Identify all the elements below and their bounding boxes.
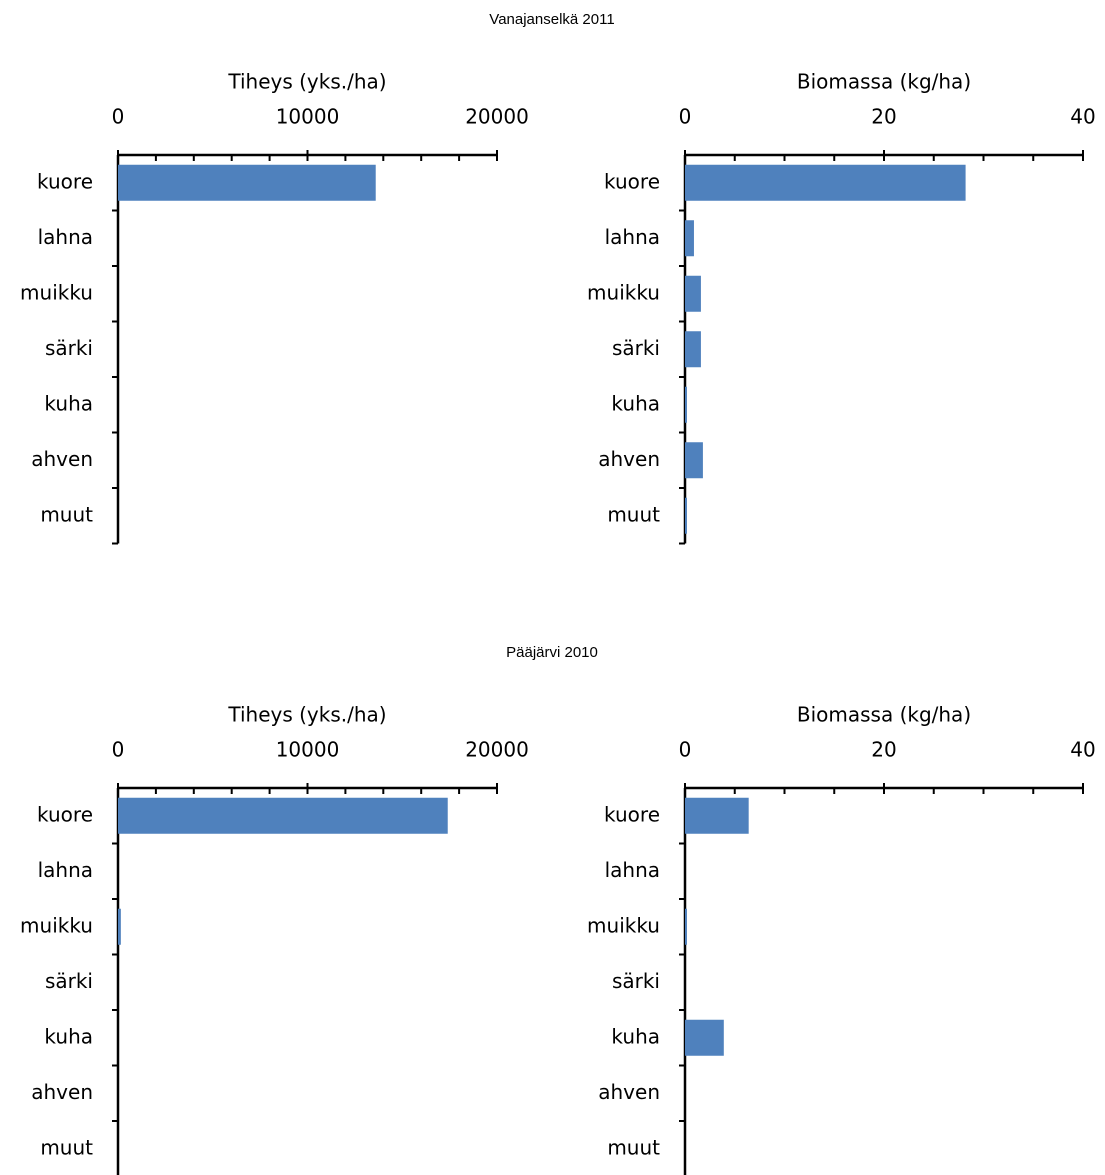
y-tick-label: muut <box>40 1135 93 1159</box>
y-tick-label: muut <box>607 1135 660 1159</box>
x-tick-label: 20 <box>871 105 896 129</box>
x-tick-label: 0 <box>679 738 692 762</box>
x-tick-label: 0 <box>112 738 125 762</box>
y-tick-label: lahna <box>605 225 660 249</box>
section-title: Vanajanselkä 2011 <box>489 11 614 28</box>
y-tick-label: muikku <box>20 913 93 937</box>
section-title: Pääjärvi 2010 <box>506 644 598 661</box>
y-tick-label: muut <box>40 502 93 526</box>
x-tick-label: 10000 <box>276 105 340 129</box>
bar <box>685 164 966 201</box>
y-tick-label: kuha <box>44 391 93 415</box>
y-tick-label: lahna <box>605 858 660 882</box>
y-tick-label: muikku <box>20 280 93 304</box>
y-tick-label: muut <box>607 502 660 526</box>
bar <box>685 386 687 423</box>
x-axis-label: Tiheys (yks./ha) <box>227 70 386 94</box>
y-tick-label: kuore <box>604 169 660 193</box>
x-tick-label: 20 <box>871 738 896 762</box>
bar <box>685 442 703 479</box>
x-tick-label: 40 <box>1070 105 1095 129</box>
y-tick-label: särki <box>45 336 93 360</box>
bar <box>685 1019 724 1056</box>
x-tick-label: 20000 <box>465 105 529 129</box>
y-tick-label: kuha <box>611 391 660 415</box>
bar <box>685 275 701 312</box>
y-tick-label: lahna <box>38 858 93 882</box>
y-tick-label: kuha <box>611 1024 660 1048</box>
bar <box>685 797 749 834</box>
y-tick-label: särki <box>612 969 660 993</box>
bar <box>118 164 376 201</box>
x-tick-label: 40 <box>1070 738 1095 762</box>
bar <box>118 797 448 834</box>
y-tick-label: ahven <box>598 1080 660 1104</box>
x-axis-label: Tiheys (yks./ha) <box>227 703 386 727</box>
y-tick-label: kuore <box>37 802 93 826</box>
y-tick-label: muikku <box>587 280 660 304</box>
y-tick-label: ahven <box>31 1080 93 1104</box>
x-tick-label: 0 <box>112 105 125 129</box>
x-tick-label: 10000 <box>276 738 340 762</box>
y-tick-label: kuore <box>37 169 93 193</box>
y-tick-label: muikku <box>587 913 660 937</box>
bar <box>685 220 694 257</box>
y-tick-label: särki <box>612 336 660 360</box>
x-axis-label: Biomassa (kg/ha) <box>797 70 971 94</box>
x-axis-label: Biomassa (kg/ha) <box>797 703 971 727</box>
y-tick-label: kuore <box>604 802 660 826</box>
y-tick-label: ahven <box>31 447 93 471</box>
y-tick-label: ahven <box>598 447 660 471</box>
y-tick-label: kuha <box>44 1024 93 1048</box>
x-tick-label: 0 <box>679 105 692 129</box>
y-tick-label: särki <box>45 969 93 993</box>
bar <box>118 908 121 945</box>
bar <box>685 908 687 945</box>
bar <box>685 331 701 368</box>
x-tick-label: 20000 <box>465 738 529 762</box>
y-tick-label: lahna <box>38 225 93 249</box>
bar <box>685 497 687 534</box>
